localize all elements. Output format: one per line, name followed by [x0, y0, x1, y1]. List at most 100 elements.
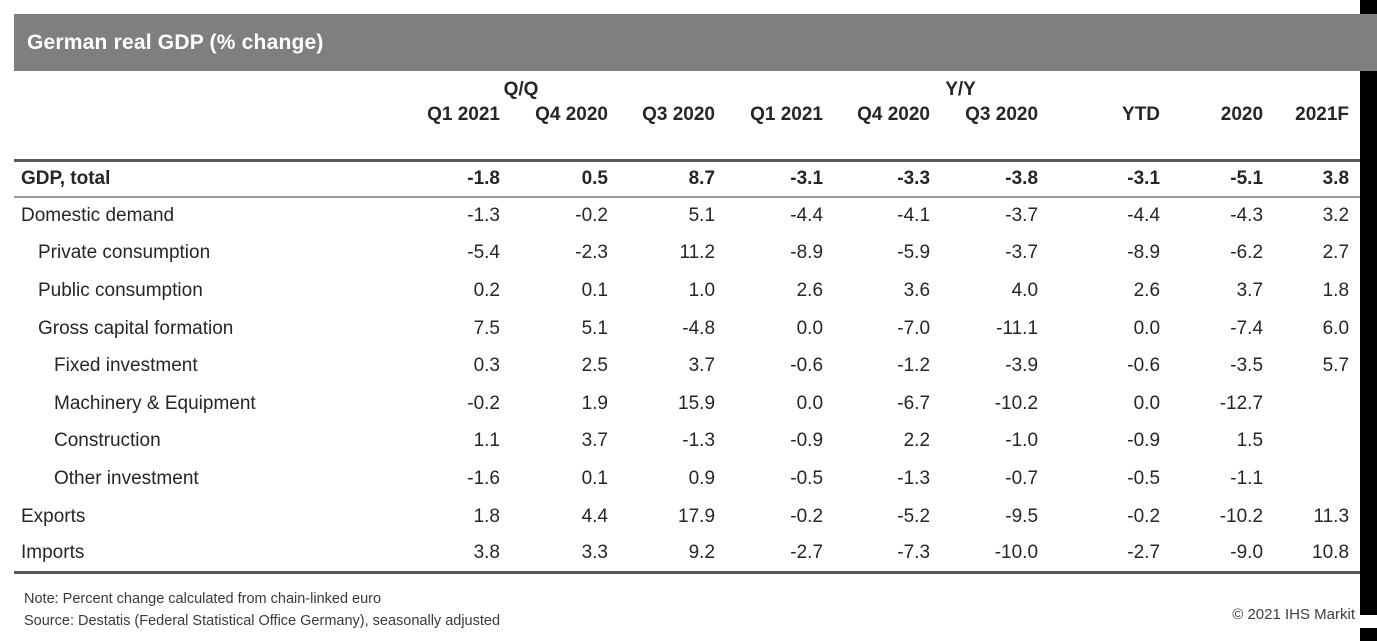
value-cell: -10.2 [994, 392, 1039, 414]
value-cell: -1.1 [1230, 467, 1264, 489]
value-cell: -7.3 [897, 542, 931, 564]
table-row: Gross capital formation 7.5 5.1 -4.8 0.0 -7.0… [14, 310, 1361, 348]
gdp-table: Q/Q Y/Y Q1 2021 Q4 2020 Q3 2020 Q1 2021 Q4 20… [14, 78, 1362, 574]
value-cell: 6.0 [1322, 317, 1350, 339]
value-cell: 0.2 [473, 279, 500, 301]
value-cell: 0.1 [581, 279, 608, 301]
footnotes: Note: Percent change calculated from cha… [24, 588, 500, 632]
value-cell: -7.4 [1230, 317, 1264, 339]
table-row: Machinery & Equipment -0.2 1.9 15.9 0.0 -6.7 -… [14, 385, 1361, 423]
value-cell: 1.9 [581, 392, 608, 414]
value-cell: 2.5 [581, 355, 608, 377]
value-cell: -0.2 [1127, 505, 1161, 527]
table-row: Imports 3.8 3.3 9.2 -2.7 -7.3 -10.0 -2.7 -9.0 10.… [14, 535, 1361, 573]
value-cell: -3.9 [1005, 355, 1039, 377]
page-title: German real GDP (% change) [27, 30, 324, 54]
title-bar: German real GDP (% change) [14, 14, 1377, 71]
value-cell: -0.7 [1005, 467, 1039, 489]
value-cell: -3.3 [897, 167, 931, 189]
table-row: Domestic demand -1.3 -0.2 5.1 -4.4 -4.1 -3.7 -4… [14, 197, 1361, 235]
value-cell: 0.3 [473, 355, 500, 377]
value-cell: -3.7 [1005, 242, 1039, 264]
column-header-row: Q1 2021 Q4 2020 Q3 2020 Q1 2021 Q4 2020 Q3 20… [14, 102, 1362, 160]
value-cell: 17.9 [678, 505, 716, 527]
value-cell: 0.1 [581, 467, 608, 489]
value-cell: -0.2 [575, 205, 608, 227]
value-cell: -7.0 [897, 317, 931, 339]
value-cell: -0.5 [1127, 467, 1161, 489]
value-cell: -1.3 [682, 430, 716, 452]
bottom-right-black-square [1360, 628, 1377, 641]
value-cell: 3.8 [1322, 167, 1350, 189]
value-cell: 4.4 [581, 505, 608, 527]
row-label: Domestic demand [21, 205, 175, 227]
column-header: Q3 2020 [642, 104, 716, 125]
source-line: Source: Destatis (Federal Statistical Of… [24, 613, 501, 629]
value-cell: -8.9 [1127, 242, 1161, 264]
value-cell: -0.5 [790, 467, 824, 489]
group-header-Y/Y: Y/Y [945, 79, 976, 100]
value-cell: 3.7 [581, 430, 608, 452]
value-cell: -5.2 [897, 505, 931, 527]
row-label: Machinery & Equipment [54, 392, 256, 414]
value-cell: -3.7 [1005, 205, 1039, 227]
value-cell: -4.4 [790, 205, 824, 227]
value-cell: -4.4 [1127, 205, 1161, 227]
value-cell: -1.3 [897, 467, 931, 489]
value-cell: 0.5 [581, 167, 608, 189]
column-header: Q1 2021 [750, 104, 824, 125]
table-row: Private consumption -5.4 -2.3 11.2 -8.9 -5.9 -… [14, 235, 1361, 273]
value-cell: 3.2 [1322, 205, 1350, 227]
table-row: Construction 1.1 3.7 -1.3 -0.9 2.2 -1.0 -0.9 1.5 [14, 423, 1361, 461]
value-cell: -3.5 [1230, 355, 1264, 377]
table-body: GDP, total -1.8 0.5 8.7 -3.1 -3.3 -3.8 -3.1 -5.1… [14, 160, 1362, 573]
value-cell: 2.6 [796, 279, 824, 301]
row-label: Other investment [54, 467, 199, 489]
value-cell: -5.1 [1230, 167, 1264, 189]
value-cell: 11.2 [679, 242, 716, 264]
column-header: Q4 2020 [857, 104, 931, 125]
value-cell: -6.7 [897, 392, 931, 414]
row-label: GDP, total [21, 167, 111, 189]
row-label: Imports [21, 542, 85, 564]
value-cell: 0.0 [1133, 317, 1161, 339]
value-cell [1275, 460, 1361, 498]
value-cell: 5.1 [688, 205, 716, 227]
column-header: Q3 2020 [965, 104, 1039, 125]
value-cell: -1.2 [897, 355, 931, 377]
value-cell: -0.6 [1127, 355, 1161, 377]
table-row: Other investment -1.6 0.1 0.9 -0.5 -1.3 -0.7 -0… [14, 460, 1361, 498]
value-cell: 7.5 [473, 317, 500, 339]
value-cell: 1.0 [688, 279, 716, 301]
value-cell: 0.0 [1133, 392, 1161, 414]
value-cell: 0.9 [688, 467, 716, 489]
value-cell: 8.7 [688, 167, 716, 189]
value-cell: -2.7 [790, 542, 824, 564]
column-header: Q4 2020 [535, 104, 608, 125]
value-cell: 1.8 [473, 505, 500, 527]
value-cell: 4.0 [1011, 279, 1039, 301]
value-cell: 0.0 [796, 317, 824, 339]
group-header-Q/Q: Q/Q [503, 79, 539, 100]
row-label-header [14, 102, 405, 160]
value-cell: -8.9 [790, 242, 824, 264]
table-row: Public consumption 0.2 0.1 1.0 2.6 3.6 4.0 2.6 3… [14, 272, 1361, 310]
value-cell: -3.8 [1005, 167, 1039, 189]
row-label: Gross capital formation [38, 317, 234, 339]
value-cell: -1.3 [467, 205, 500, 227]
value-cell: 9.2 [688, 542, 716, 564]
column-group-row: Q/Q Y/Y [14, 78, 1361, 102]
value-cell: -4.8 [682, 317, 716, 339]
value-cell: -11.1 [996, 317, 1039, 339]
value-cell: 5.1 [581, 317, 608, 339]
value-cell: -0.9 [1127, 430, 1161, 452]
value-cell [1275, 423, 1361, 461]
value-cell: 15.9 [678, 392, 716, 414]
value-cell: -4.3 [1230, 205, 1264, 227]
value-cell: -2.7 [1127, 542, 1161, 564]
value-cell: -4.1 [897, 205, 931, 227]
column-header: YTD [1122, 104, 1161, 125]
value-cell: -5.9 [897, 242, 931, 264]
row-label: Construction [54, 430, 161, 452]
